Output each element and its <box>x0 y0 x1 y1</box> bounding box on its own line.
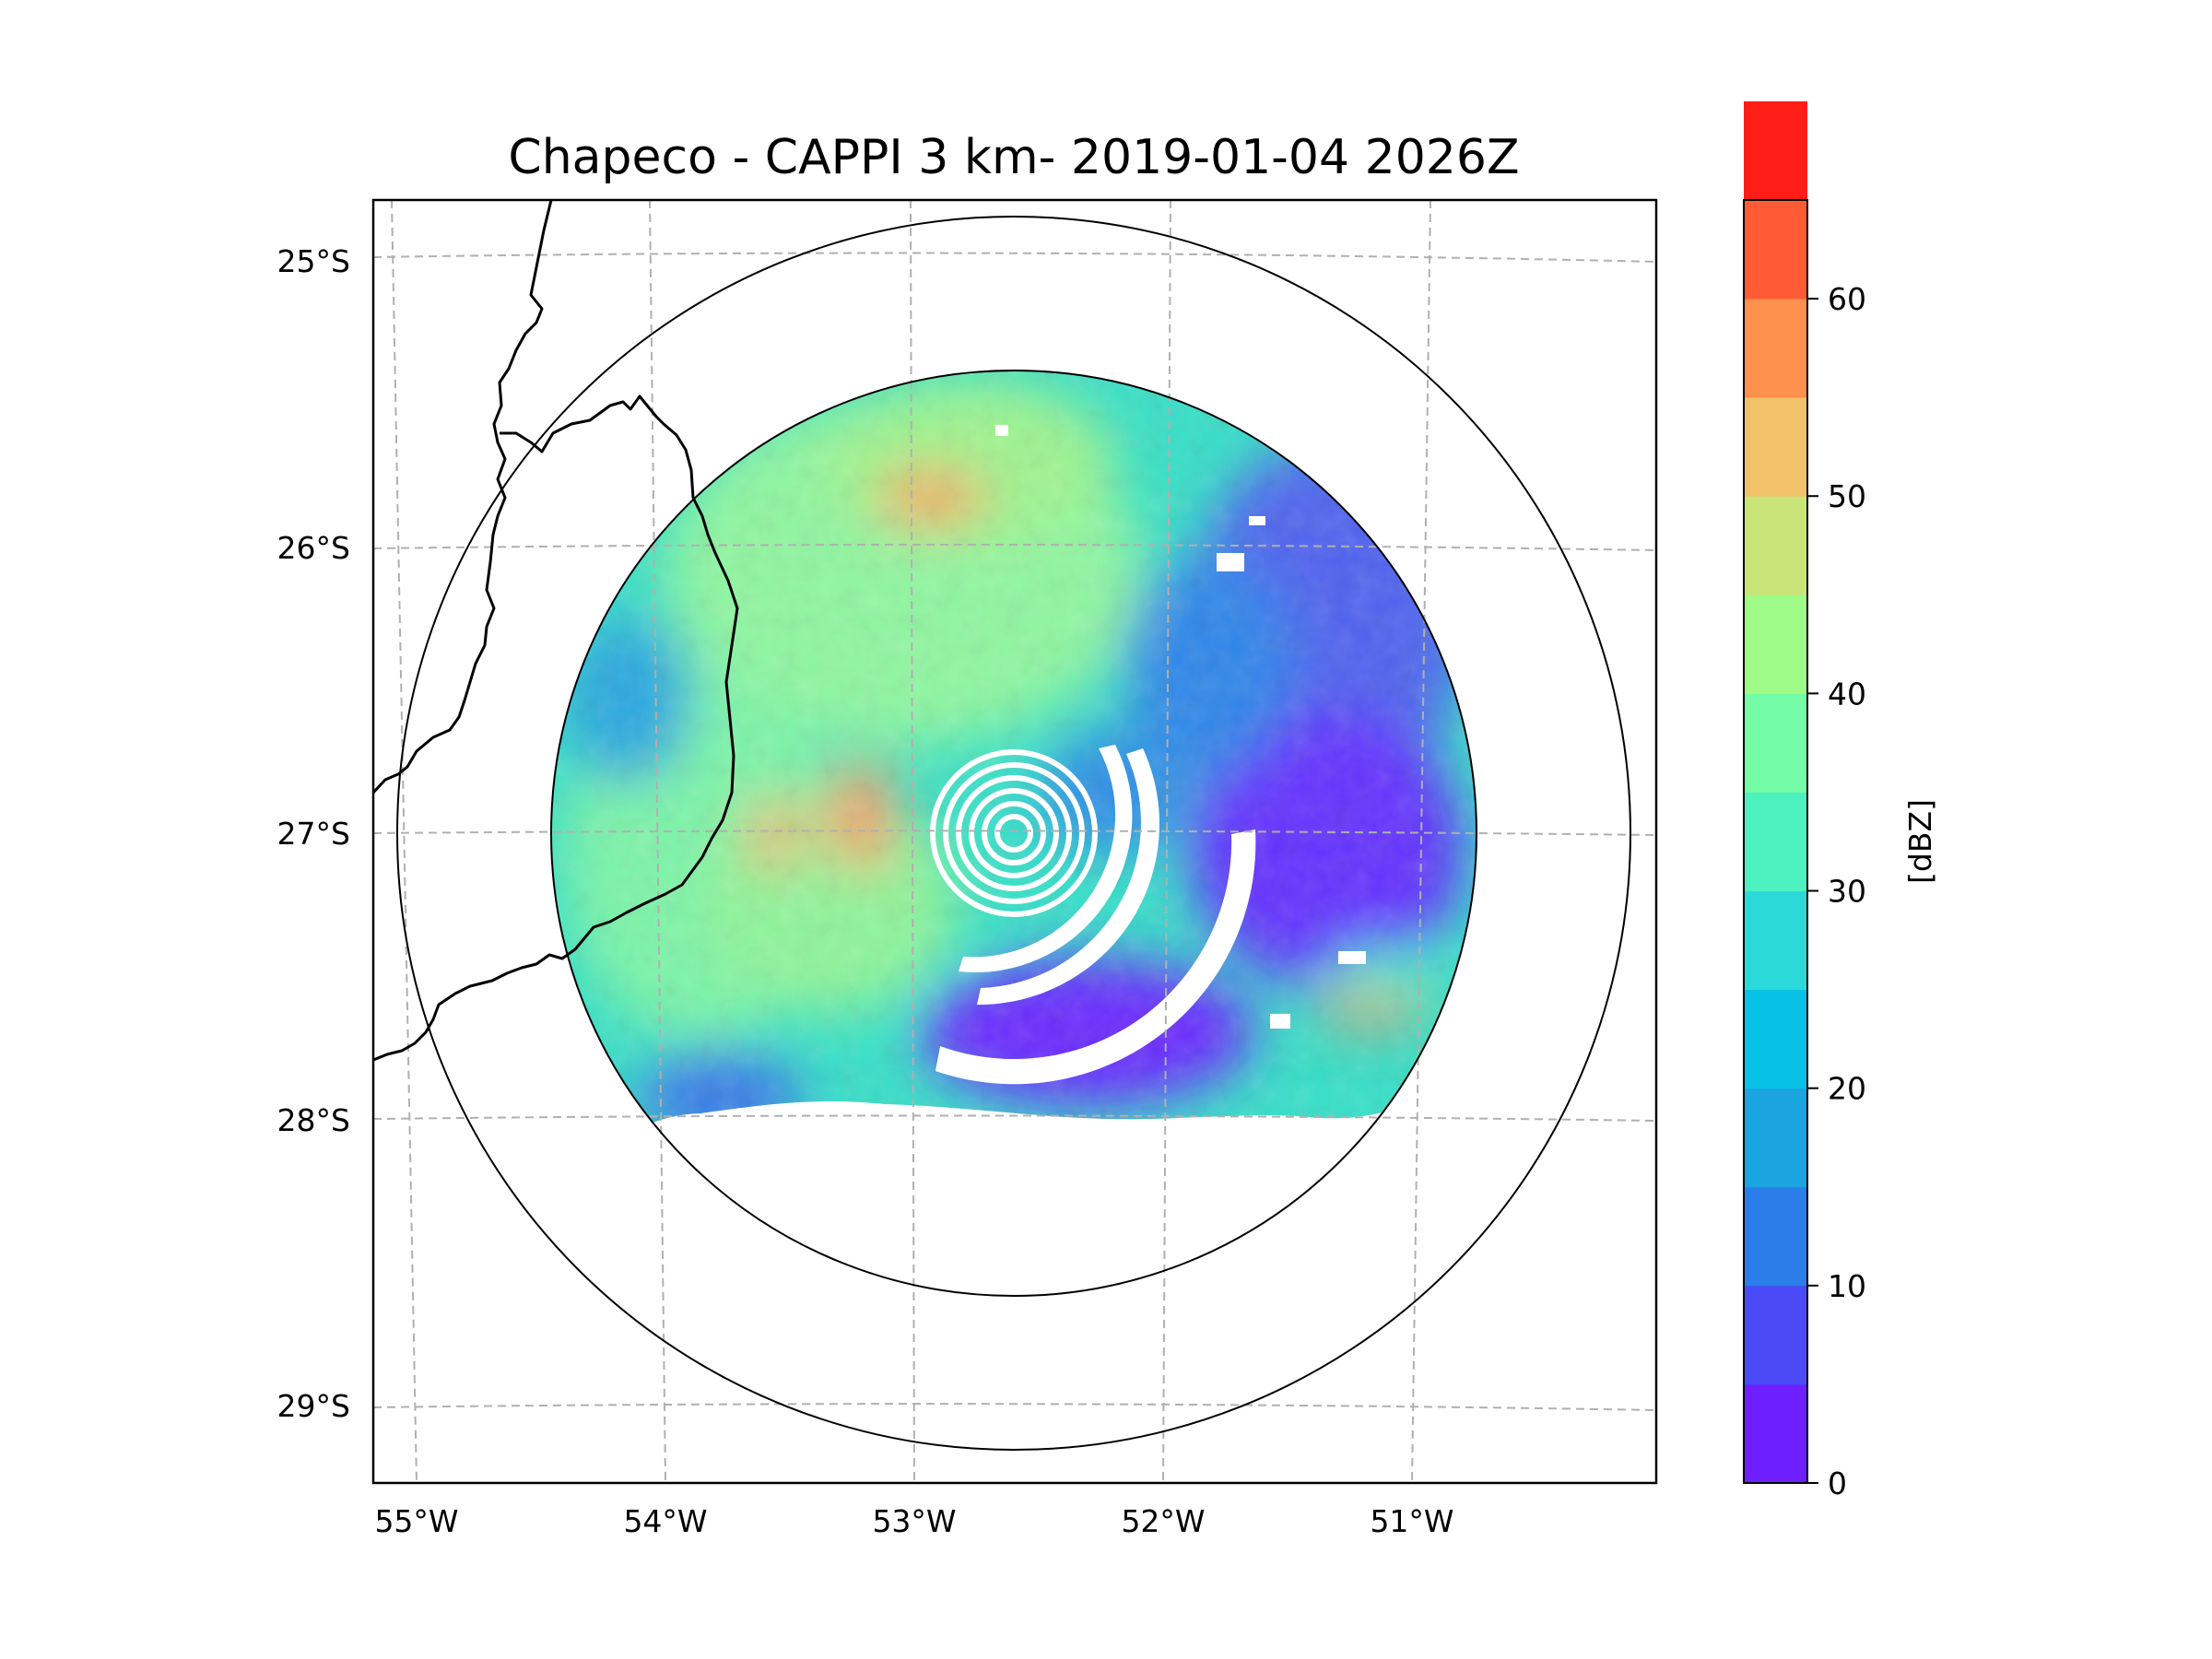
near-radar-rings <box>930 749 1098 917</box>
colorbar-swatch-10 <box>1744 1186 1807 1287</box>
border-paraguay-argentina <box>373 200 553 794</box>
gridline-lat-25s <box>373 252 1656 263</box>
colorbar-tick-label: 50 <box>1828 478 1866 514</box>
range-ring-inner <box>550 370 1477 1297</box>
lat-label-26s: 26°S <box>277 530 350 566</box>
latitude-labels: 25°S 26°S 27°S 28°S 29°S <box>277 243 350 1424</box>
gridline-lon-52w <box>1162 200 1171 1483</box>
lon-label-53w: 53°W <box>872 1503 956 1539</box>
gridline-lat-29s <box>373 1403 1656 1411</box>
gridline-lon-51w <box>1411 200 1431 1483</box>
colorbar-swatch-25 <box>1744 890 1807 991</box>
colorbar-swatch-30 <box>1744 792 1807 892</box>
colorbar-swatch-0 <box>1744 1383 1807 1484</box>
colorbar-swatch-40 <box>1744 594 1807 694</box>
colorbar-swatch-50 <box>1744 397 1807 497</box>
lon-label-54w: 54°W <box>623 1503 707 1539</box>
gridline-lat-26s <box>373 543 1656 551</box>
colorbar-tick-label: 30 <box>1828 874 1866 910</box>
colorbar-tick-label: 40 <box>1828 676 1866 712</box>
gridline-lat-28s <box>373 1114 1656 1122</box>
colorbar-tick-label: 0 <box>1828 1465 1847 1501</box>
map-axes: 25°S 26°S 27°S 28°S 29°S 55°W 54°W 53°W … <box>277 198 1658 1539</box>
range-ring-outer <box>396 216 1631 1451</box>
colorbar-label: [dBZ] <box>1902 799 1938 884</box>
lat-label-27s: 27°S <box>277 816 350 852</box>
colorbar-swatch-55 <box>1744 299 1807 398</box>
colorbar-ticks: 0 10 20 30 40 50 60 <box>1807 281 1866 1501</box>
lon-label-52w: 52°W <box>1121 1503 1205 1539</box>
colorbar-swatch-35 <box>1744 693 1807 793</box>
gridline-lon-53w <box>910 200 915 1483</box>
lat-label-29s: 29°S <box>277 1388 350 1424</box>
range-rings <box>396 216 1631 1451</box>
colorbar-swatch-15 <box>1744 1088 1807 1188</box>
colorbar-frame <box>1743 199 1808 1484</box>
colorbar-swatch-20 <box>1744 989 1807 1089</box>
colorbar-tick-label: 10 <box>1828 1268 1866 1304</box>
colorbar-swatch-45 <box>1744 496 1807 595</box>
lat-label-25s: 25°S <box>277 243 350 279</box>
lon-label-55w: 55°W <box>374 1503 458 1539</box>
country-borders <box>373 200 739 1062</box>
lon-label-51w: 51°W <box>1370 1503 1453 1539</box>
border-brazil-argentina <box>373 394 739 1062</box>
colorbar-swatch-5 <box>1744 1285 1807 1385</box>
map-frame <box>371 198 1658 1485</box>
colorbar-tick-label: 60 <box>1828 281 1866 317</box>
colorbar-tick-label: 20 <box>1828 1071 1866 1107</box>
longitude-labels: 55°W 54°W 53°W 52°W 51°W <box>374 1503 1453 1539</box>
colorbar-swatch-65 <box>1744 100 1807 201</box>
gridline-lat-27s <box>373 830 1656 836</box>
gridline-lon-55w <box>391 200 418 1483</box>
colorbar-swatch-60 <box>1744 200 1807 300</box>
lat-label-28s: 28°S <box>277 1102 350 1138</box>
chart-title: Chapeco - CAPPI 3 km- 2019-01-04 2026Z <box>508 130 1519 185</box>
colorbar: 0 10 20 30 40 50 60 [dBZ] <box>1743 100 1938 1501</box>
colorbar-swatches <box>1744 100 1807 1484</box>
